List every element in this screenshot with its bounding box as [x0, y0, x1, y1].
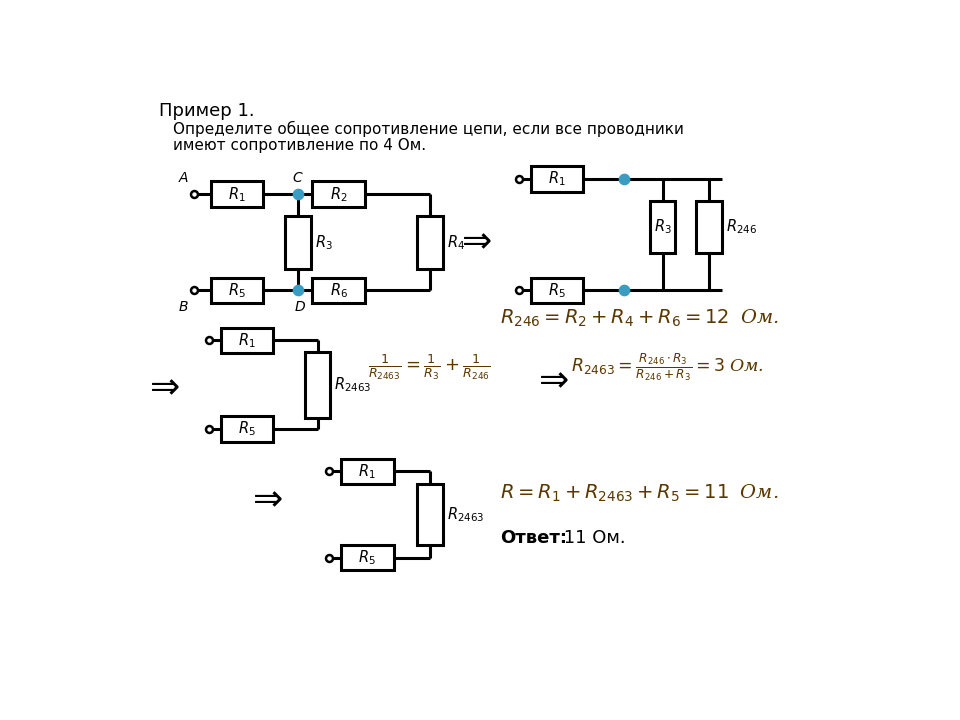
Point	[291, 284, 306, 296]
Bar	[341, 545, 394, 570]
Text: $R_{2463}$: $R_{2463}$	[334, 375, 372, 394]
Bar	[285, 216, 311, 269]
Text: Ответ:: Ответ:	[500, 529, 566, 547]
Point	[291, 189, 306, 200]
Text: $R_1$: $R_1$	[238, 331, 256, 350]
Text: имеют сопротивление по 4 Ом.: имеют сопротивление по 4 Ом.	[173, 138, 426, 153]
Text: $A$: $A$	[178, 171, 189, 185]
Text: $R_5$: $R_5$	[228, 281, 246, 300]
Text: $R_{246} = R_2 + R_4 + R_6 = 12\;$ Ом.: $R_{246} = R_2 + R_4 + R_6 = 12\;$ Ом.	[500, 308, 779, 330]
Text: $R_1$: $R_1$	[358, 462, 376, 481]
Text: $R_4$: $R_4$	[446, 233, 465, 252]
Text: 11 Ом.: 11 Ом.	[558, 529, 626, 547]
Bar	[418, 216, 443, 269]
Text: $\Rightarrow$: $\Rightarrow$	[245, 482, 282, 516]
Bar	[696, 201, 722, 253]
Bar	[312, 278, 365, 303]
Text: $R_3$: $R_3$	[654, 217, 671, 236]
Text: Определите общее сопротивление цепи, если все проводники: Определите общее сопротивление цепи, есл…	[173, 121, 684, 138]
Text: $D$: $D$	[294, 300, 306, 315]
Bar	[221, 328, 274, 354]
Bar	[210, 181, 263, 207]
Bar	[418, 484, 443, 545]
Text: $R_5$: $R_5$	[358, 549, 376, 567]
Point	[616, 173, 632, 184]
Text: $R_1$: $R_1$	[548, 169, 566, 188]
Text: $R_{2463} = \frac{R_{246} \cdot R_3}{R_{246} + R_3} = 3\;$Ом.: $R_{2463} = \frac{R_{246} \cdot R_3}{R_{…	[571, 351, 764, 383]
Text: $R_{2463}$: $R_{2463}$	[446, 505, 484, 524]
Text: $R_5$: $R_5$	[548, 281, 566, 300]
Text: $R_1$: $R_1$	[228, 185, 246, 204]
Bar	[650, 201, 675, 253]
Text: $\Rightarrow$: $\Rightarrow$	[141, 369, 180, 404]
Point	[616, 284, 632, 296]
Text: $R = R_1 + R_{2463} + R_5 = 11\;$ Ом.: $R = R_1 + R_{2463} + R_5 = 11\;$ Ом.	[500, 483, 779, 504]
Bar	[531, 278, 584, 303]
Bar	[221, 416, 274, 442]
Bar	[341, 459, 394, 484]
Bar	[305, 352, 330, 418]
Text: $\Rightarrow$: $\Rightarrow$	[454, 223, 492, 257]
Text: Пример 1.: Пример 1.	[158, 102, 254, 120]
Text: $R_{246}$: $R_{246}$	[726, 217, 756, 236]
Text: $R_5$: $R_5$	[238, 420, 256, 438]
Bar	[210, 278, 263, 303]
Bar	[531, 166, 584, 192]
Text: $R_2$: $R_2$	[330, 185, 348, 204]
Text: $C$: $C$	[293, 171, 304, 185]
Bar	[312, 181, 365, 207]
Text: $B$: $B$	[179, 300, 189, 314]
Text: $R_3$: $R_3$	[315, 233, 333, 252]
Text: $\Rightarrow$: $\Rightarrow$	[531, 362, 569, 396]
Text: $\frac{1}{R_{2463}} = \frac{1}{R_3} + \frac{1}{R_{246}}$: $\frac{1}{R_{2463}} = \frac{1}{R_3} + \f…	[368, 353, 491, 382]
Text: $R_6$: $R_6$	[329, 281, 348, 300]
